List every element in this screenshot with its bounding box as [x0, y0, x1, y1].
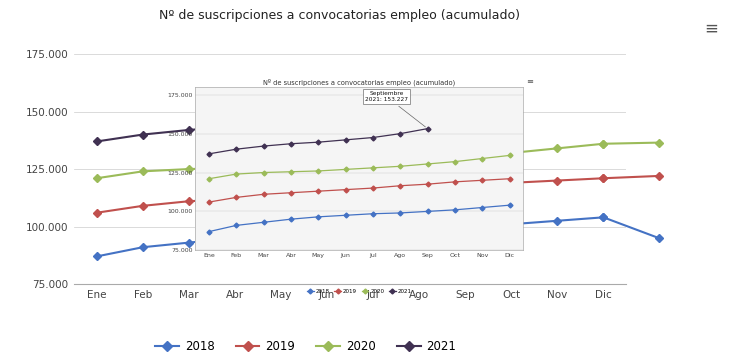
Text: ≡: ≡ — [705, 20, 719, 38]
Legend: 2018, 2019, 2020, 2021: 2018, 2019, 2020, 2021 — [304, 287, 414, 296]
Text: Nº de suscripciones a convocatorias empleo (acumulado): Nº de suscripciones a convocatorias empl… — [158, 9, 520, 22]
Text: Septiembre
2021: 153.227: Septiembre 2021: 153.227 — [365, 91, 425, 127]
Text: ≡: ≡ — [526, 77, 534, 86]
Legend: 2018, 2019, 2020, 2021: 2018, 2019, 2020, 2021 — [150, 335, 461, 355]
Title: Nº de suscripciones a convocatorias empleo (acumulado): Nº de suscripciones a convocatorias empl… — [263, 78, 455, 86]
